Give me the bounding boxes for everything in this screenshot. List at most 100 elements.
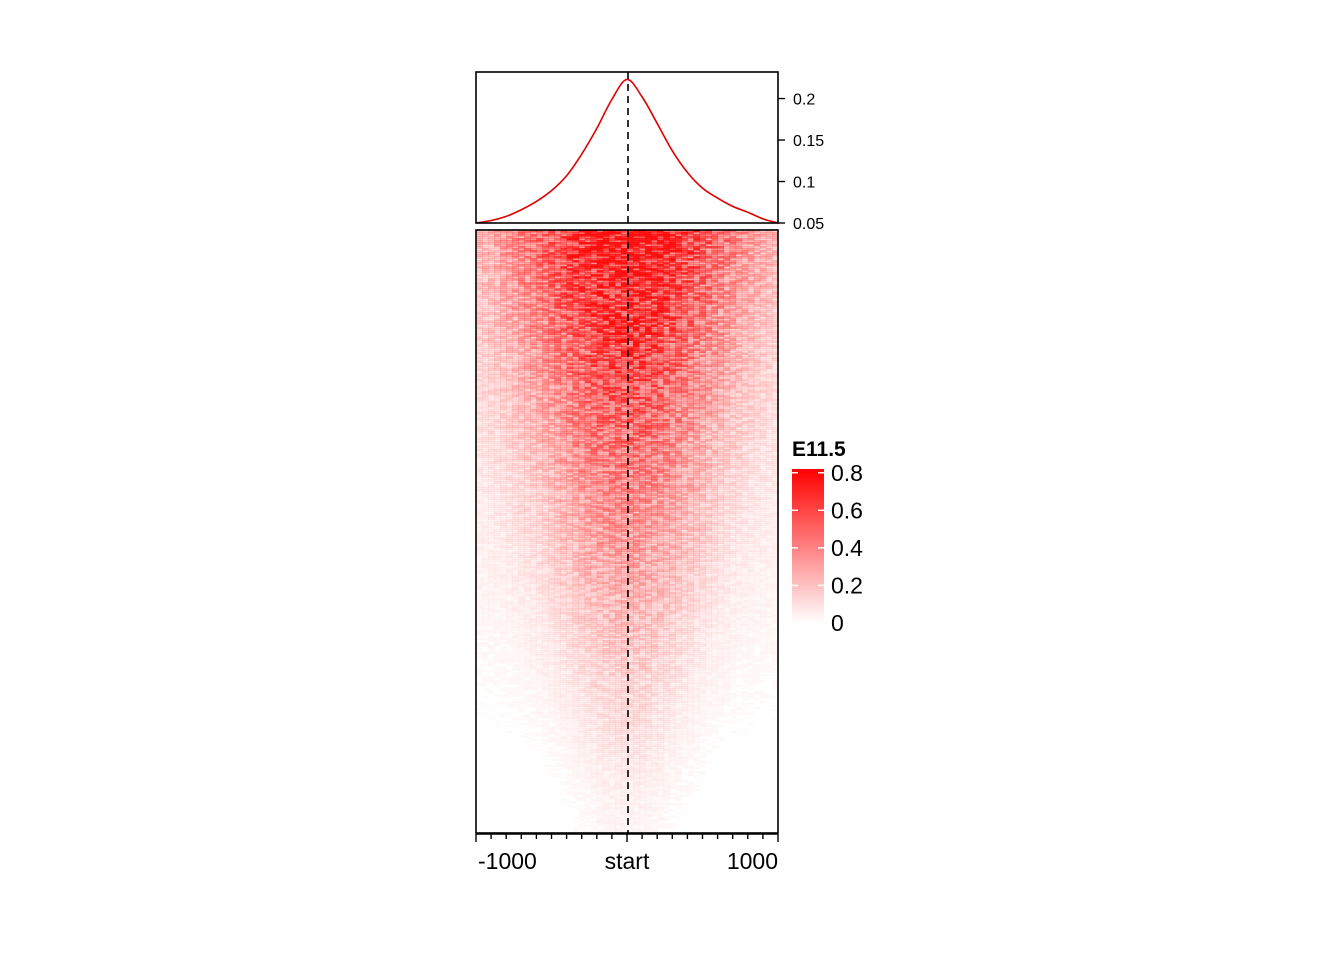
heatmap-cell (482, 256, 489, 259)
heatmap-cell (711, 352, 718, 356)
heatmap-cell (669, 388, 676, 392)
heatmap-cell (542, 422, 549, 426)
heatmap-cell (693, 320, 700, 323)
heatmap-cell (524, 426, 531, 430)
heatmap-cell (687, 252, 694, 255)
heatmap-cell (518, 262, 525, 265)
heatmap-cell (717, 414, 725, 418)
heatmap-cell (542, 240, 549, 243)
heatmap-cell (608, 412, 616, 416)
heatmap-cell (566, 372, 574, 376)
heatmap-cell (669, 374, 676, 378)
heatmap-cell (735, 272, 743, 275)
heatmap-cell (663, 232, 670, 235)
heatmap-cell (560, 248, 567, 251)
heatmap-cell (512, 384, 519, 388)
heatmap-cell (747, 244, 755, 247)
heatmap-cell (476, 364, 483, 368)
heatmap-cell (542, 258, 549, 261)
heatmap-cell (530, 310, 537, 313)
heatmap-cell (735, 282, 743, 285)
heatmap-cell (759, 312, 767, 315)
heatmap-cell (488, 312, 495, 315)
heatmap-cell (729, 378, 737, 382)
heatmap-cell (717, 264, 725, 267)
heatmap-cell (747, 368, 755, 372)
heatmap-cell (614, 406, 622, 410)
heatmap-cell (753, 302, 761, 305)
heatmap-cell (753, 352, 761, 356)
heatmap-cell (506, 380, 513, 384)
heatmap-cell (596, 268, 604, 271)
heatmap-cell (741, 358, 749, 362)
heatmap-cell (639, 274, 646, 277)
heatmap-cell (584, 350, 592, 354)
heatmap-cell (536, 422, 543, 426)
heatmap-cell (765, 310, 773, 313)
heatmap-cell (596, 428, 604, 432)
heatmap-cell (723, 260, 731, 263)
heatmap-cell (530, 368, 537, 372)
heatmap-cell (482, 242, 489, 245)
heatmap-cell (590, 264, 598, 267)
heatmap-cell (651, 374, 658, 378)
heatmap-cell (759, 320, 767, 323)
heatmap-cell (699, 412, 706, 416)
heatmap-cell (675, 422, 682, 426)
heatmap-cell (482, 324, 489, 327)
heatmap-cell (753, 374, 761, 378)
heatmap-cell (675, 238, 682, 241)
heatmap-cell (542, 288, 549, 291)
heatmap-cell (608, 302, 616, 305)
heatmap-cell (627, 386, 634, 390)
heatmap-cell (627, 308, 634, 311)
heatmap-cell (729, 402, 737, 406)
heatmap-cell (627, 354, 634, 358)
heatmap-cell (488, 326, 495, 329)
heatmap-cell (590, 310, 598, 313)
heatmap-cell (620, 372, 628, 376)
heatmap-cell (741, 260, 749, 263)
heatmap-cell (645, 340, 652, 343)
heatmap-cell (753, 288, 761, 291)
heatmap-cell (620, 310, 628, 313)
heatmap-cell (627, 416, 634, 420)
heatmap-cell (675, 368, 682, 372)
heatmap-cell (771, 318, 779, 321)
heatmap-cell (614, 334, 622, 337)
heatmap-cell (687, 364, 694, 368)
heatmap-cell (633, 286, 640, 289)
heatmap-cell (482, 318, 489, 321)
heatmap-cell (735, 340, 743, 343)
heatmap-cell (627, 334, 634, 337)
heatmap-cell (735, 244, 743, 247)
heatmap-cell (657, 402, 664, 406)
heatmap-cell (512, 236, 519, 239)
heatmap-cell (639, 294, 646, 297)
heatmap-cell (627, 256, 634, 259)
heatmap-cell (482, 396, 489, 400)
heatmap-cell (590, 332, 598, 335)
heatmap-cell (560, 322, 567, 325)
heatmap-cell (578, 362, 586, 366)
heatmap-cell (482, 304, 489, 307)
heatmap-cell (681, 332, 688, 335)
heatmap-cell (633, 358, 640, 362)
heatmap-cell (759, 354, 767, 358)
heatmap-cell (494, 418, 501, 422)
heatmap-cell (488, 390, 495, 394)
heatmap-cell (693, 398, 700, 402)
heatmap-cell (566, 316, 574, 319)
heatmap-cell (506, 366, 513, 370)
heatmap-cell (566, 420, 574, 424)
heatmap-cell (488, 368, 495, 372)
heatmap-cell (554, 242, 561, 245)
heatmap-cell (566, 328, 574, 331)
heatmap-cell (614, 336, 622, 339)
heatmap-cell (590, 394, 598, 398)
heatmap-cell (669, 348, 676, 351)
heatmap-cell (687, 418, 694, 422)
heatmap-cell (530, 346, 537, 349)
heatmap-cell (524, 338, 531, 341)
heatmap-cell (590, 252, 598, 255)
